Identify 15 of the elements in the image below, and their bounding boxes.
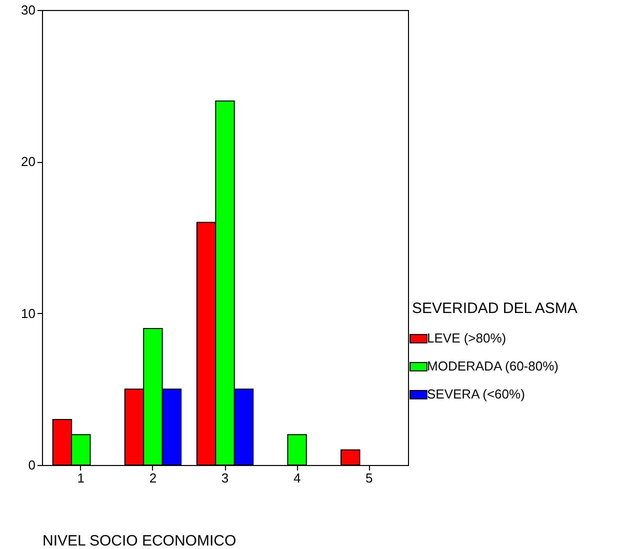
y-tick-label: 10: [21, 306, 36, 321]
x-tick-label: 1: [77, 470, 85, 486]
y-tick-label: 30: [21, 2, 36, 18]
x-tick-label: 5: [365, 470, 373, 486]
legend-label: MODERADA (60-80%): [427, 358, 558, 374]
legend-title: SEVERIDAD DEL ASMA: [412, 300, 578, 318]
x-tick-label: 2: [149, 470, 157, 486]
x-tick-label: 4: [293, 470, 301, 486]
legend-label: SEVERA (<60%): [427, 386, 525, 402]
legend-label: LEVE (>80%): [427, 330, 506, 346]
bar: [340, 449, 360, 466]
y-tick-label: 0: [28, 458, 36, 472]
x-tick-label: 3: [221, 470, 229, 486]
x-axis-title: NIVEL SOCIO ECONOMICO: [42, 532, 236, 549]
y-tick-label: 20: [21, 154, 36, 170]
